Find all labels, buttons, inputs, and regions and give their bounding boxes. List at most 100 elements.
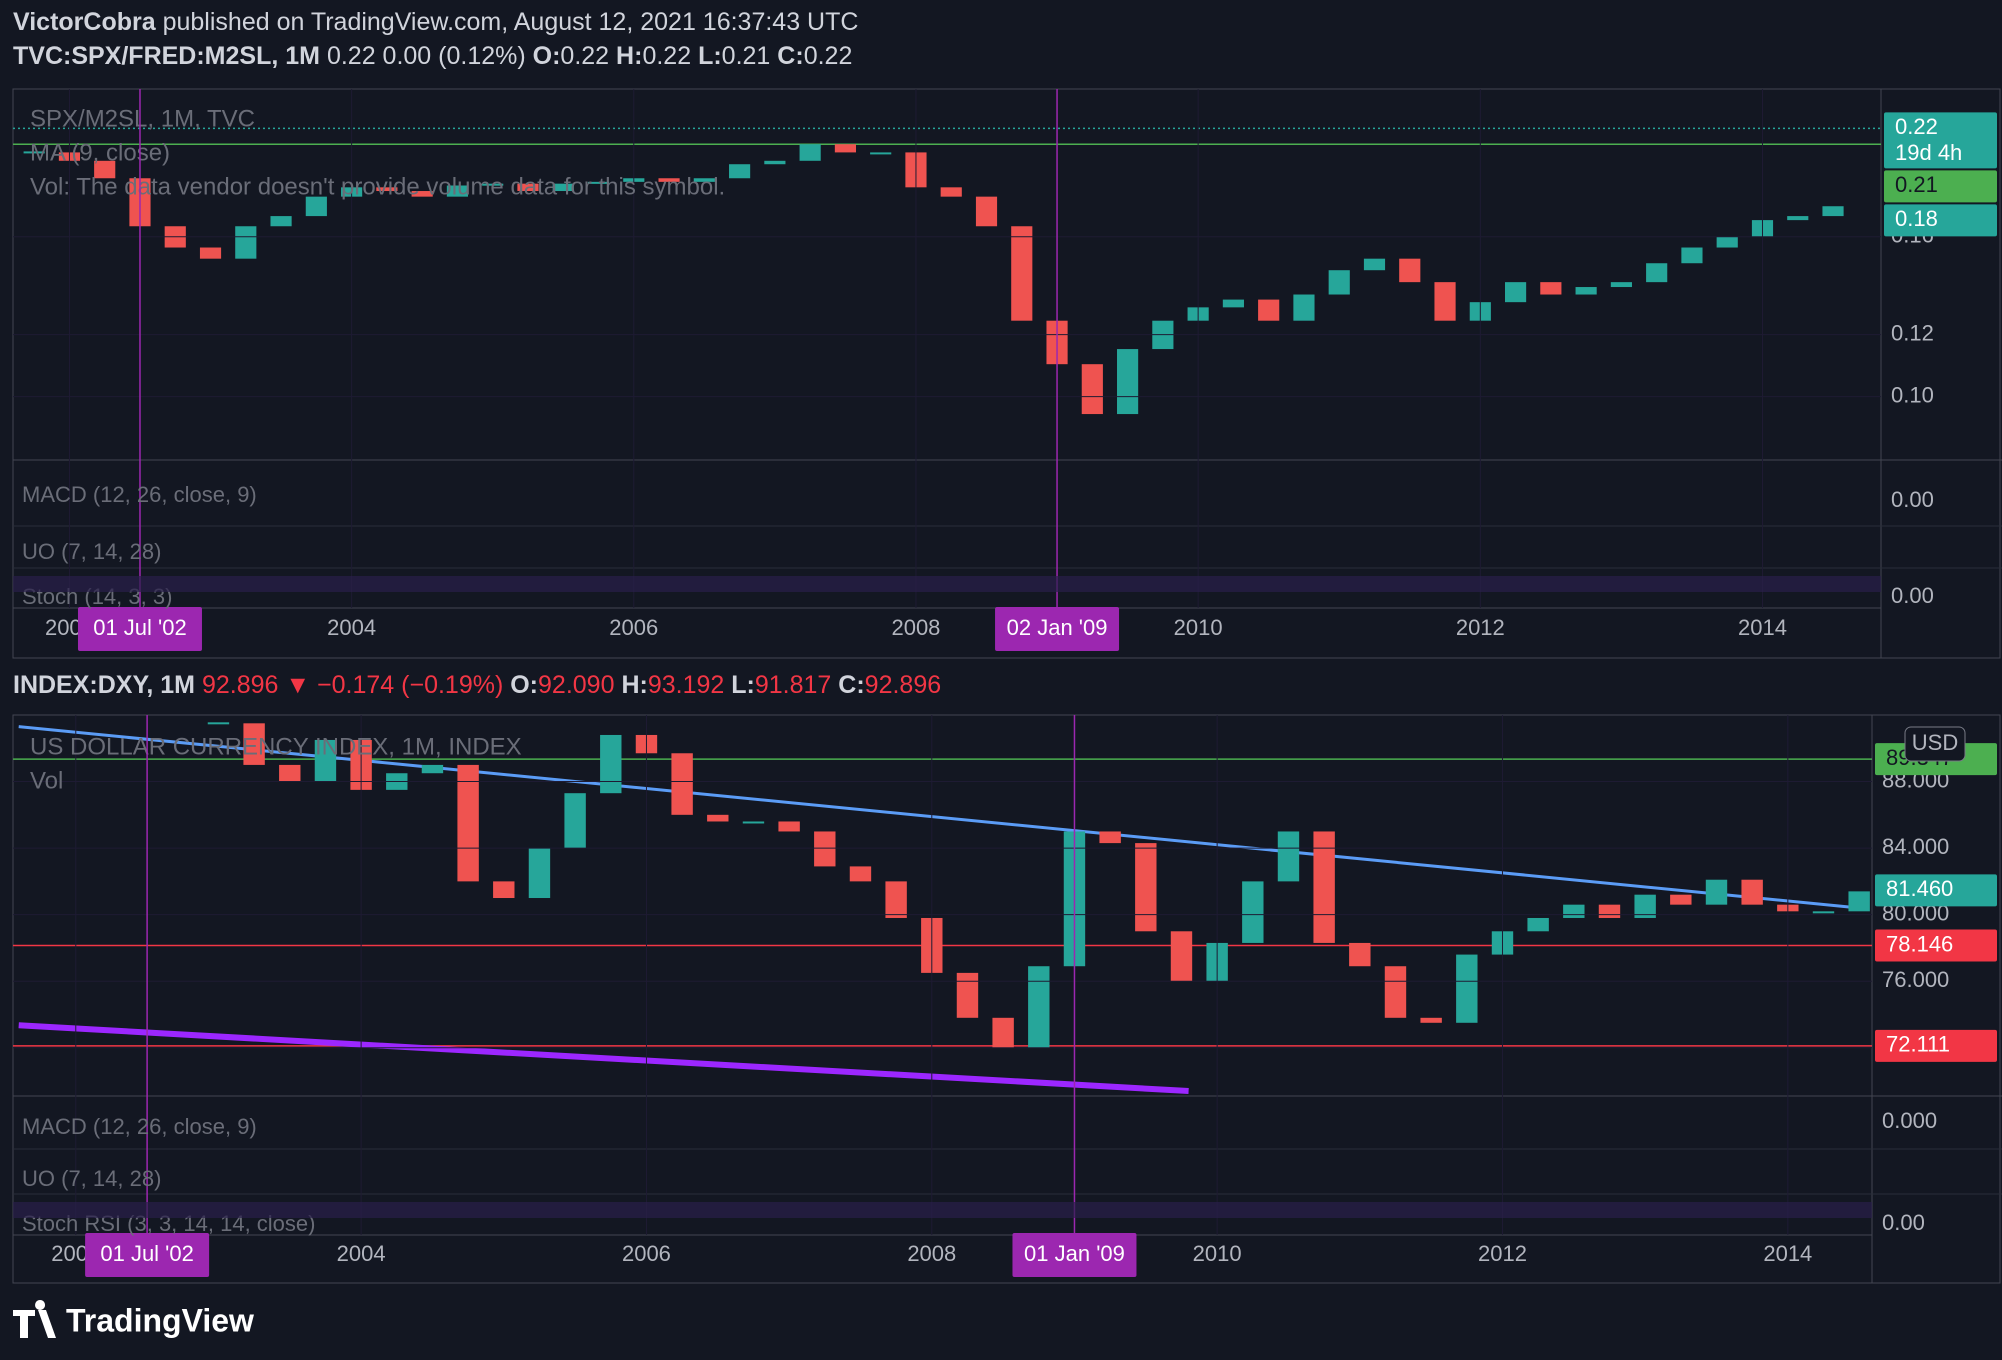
pane-note: MA (9, close): [30, 139, 170, 166]
candle: [1011, 226, 1033, 321]
candle: [707, 814, 729, 822]
x-tick-label: 2010: [1193, 1241, 1242, 1266]
candle: [1575, 287, 1597, 295]
indicator-label: MACD (12, 26, close, 9): [22, 1114, 257, 1139]
candle: [243, 723, 265, 765]
stoch-band: [13, 1202, 1872, 1218]
logo: TradingView: [13, 1300, 254, 1338]
candle: [1812, 911, 1835, 914]
x-tick-label: 2008: [907, 1241, 956, 1266]
candle: [1505, 282, 1527, 303]
candle: [1610, 282, 1632, 288]
ohlc-value: 93.192: [648, 671, 724, 699]
price-label-box: [1884, 170, 1997, 203]
candle: [587, 181, 610, 184]
candle: [1670, 894, 1692, 905]
ohlc-value: 91.817: [755, 671, 831, 699]
marker-label: 02 Jan '09: [1007, 615, 1108, 640]
candle: [235, 226, 257, 259]
x-tick-label: 2012: [1478, 1241, 1527, 1266]
ohlc-key: C:: [777, 42, 803, 70]
ohlc-value: 92.896: [865, 671, 941, 699]
candle: [1681, 247, 1703, 264]
candle: [1363, 258, 1386, 271]
ohlc-value: 0.22: [560, 42, 609, 70]
y-tick-label: 0.10: [1891, 382, 1934, 407]
candle: [1117, 349, 1139, 415]
x-tick-label: 2012: [1456, 615, 1505, 640]
symbol-legend: TVC:SPX/FRED:M2SL, 1M 0.22 0.00 (0.12%) …: [13, 42, 852, 70]
trend-line: [18, 1022, 1189, 1095]
price-label-sub: 19d 4h: [1895, 140, 1962, 165]
price-label: 78.146: [1886, 931, 1953, 956]
published: published on TradingView.com, August 12,…: [163, 8, 859, 36]
candle: [421, 764, 444, 774]
candle: [1258, 299, 1280, 321]
indicator-label: UO (7, 14, 28): [22, 1166, 161, 1191]
candle: [199, 247, 222, 259]
candle: [457, 764, 479, 882]
candle: [870, 152, 892, 155]
candle: [376, 187, 398, 192]
x-tick-label: 2006: [609, 615, 658, 640]
candle: [305, 196, 327, 217]
price-label: 0.22: [1895, 114, 1938, 139]
marker-box: [77, 607, 202, 651]
marker-box: [85, 1233, 210, 1277]
ohlc-key: L:: [731, 671, 755, 699]
y-tick-label: 76.000: [1882, 967, 1949, 992]
y-tick-label: 0.12: [1891, 320, 1934, 345]
ohlc-key: O:: [533, 42, 561, 70]
candle: [1222, 299, 1244, 308]
pane-title: SPX/M2SL, 1M, TVC: [30, 105, 255, 132]
candle: [975, 196, 998, 227]
candle: [270, 216, 292, 227]
brand: TradingView: [66, 1302, 254, 1338]
candle: [1399, 258, 1421, 283]
candle: [1822, 206, 1844, 217]
x-tick-label: 2004: [337, 1241, 386, 1266]
x-tick-label: 2010: [1174, 615, 1223, 640]
quote: 0.22 0.00 (0.12%): [327, 42, 526, 70]
candle: [1741, 879, 1763, 905]
candle: [1540, 282, 1562, 295]
price-label: 0.18: [1895, 206, 1938, 231]
symbol: INDEX:DXY, 1M: [13, 671, 195, 699]
price-label: 0.21: [1895, 172, 1938, 197]
candle: [940, 187, 962, 197]
price-label-box: [1884, 204, 1997, 237]
price-label: 81.460: [1886, 876, 1953, 901]
logo-icon: [13, 1300, 56, 1338]
indicator-zero-label: 0.000: [1882, 1108, 1937, 1133]
candle: [1135, 843, 1157, 932]
ohlc-value: 92.090: [538, 671, 614, 699]
indicator-zero-label: 0.00: [1882, 1210, 1925, 1235]
candle: [742, 821, 765, 824]
candle: [834, 144, 856, 153]
indicator-label: MACD (12, 26, close, 9): [22, 482, 257, 507]
marker-label: 01 Jan '09: [1024, 1241, 1125, 1266]
candle: [1434, 282, 1456, 321]
quote: 92.896 ▼ −0.174 (−0.19%): [202, 671, 503, 699]
candle: [1081, 364, 1103, 415]
candle: [528, 848, 551, 899]
candle: [600, 734, 622, 794]
pane-note: Vol: The data vendor doesn't provide vol…: [30, 173, 725, 200]
candle: [671, 753, 693, 815]
candle: [1242, 881, 1264, 943]
candle: [446, 185, 469, 197]
candle: [1563, 904, 1585, 918]
candle: [1170, 931, 1193, 982]
candle: [279, 764, 301, 782]
user: VictorCobra: [13, 8, 157, 36]
indicator-label: UO (7, 14, 28): [22, 539, 161, 564]
x-tick-label: 2004: [327, 615, 376, 640]
currency-box[interactable]: [1904, 726, 1966, 762]
candle: [411, 191, 433, 197]
candle: [1716, 236, 1738, 248]
candle: [1598, 904, 1621, 918]
candle: [956, 972, 979, 1018]
price-label-box: [1875, 1029, 1997, 1062]
y-tick-label: 84.000: [1882, 834, 1949, 859]
